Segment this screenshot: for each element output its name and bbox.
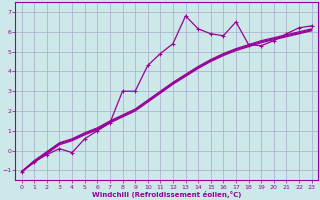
X-axis label: Windchill (Refroidissement éolien,°C): Windchill (Refroidissement éolien,°C): [92, 191, 241, 198]
